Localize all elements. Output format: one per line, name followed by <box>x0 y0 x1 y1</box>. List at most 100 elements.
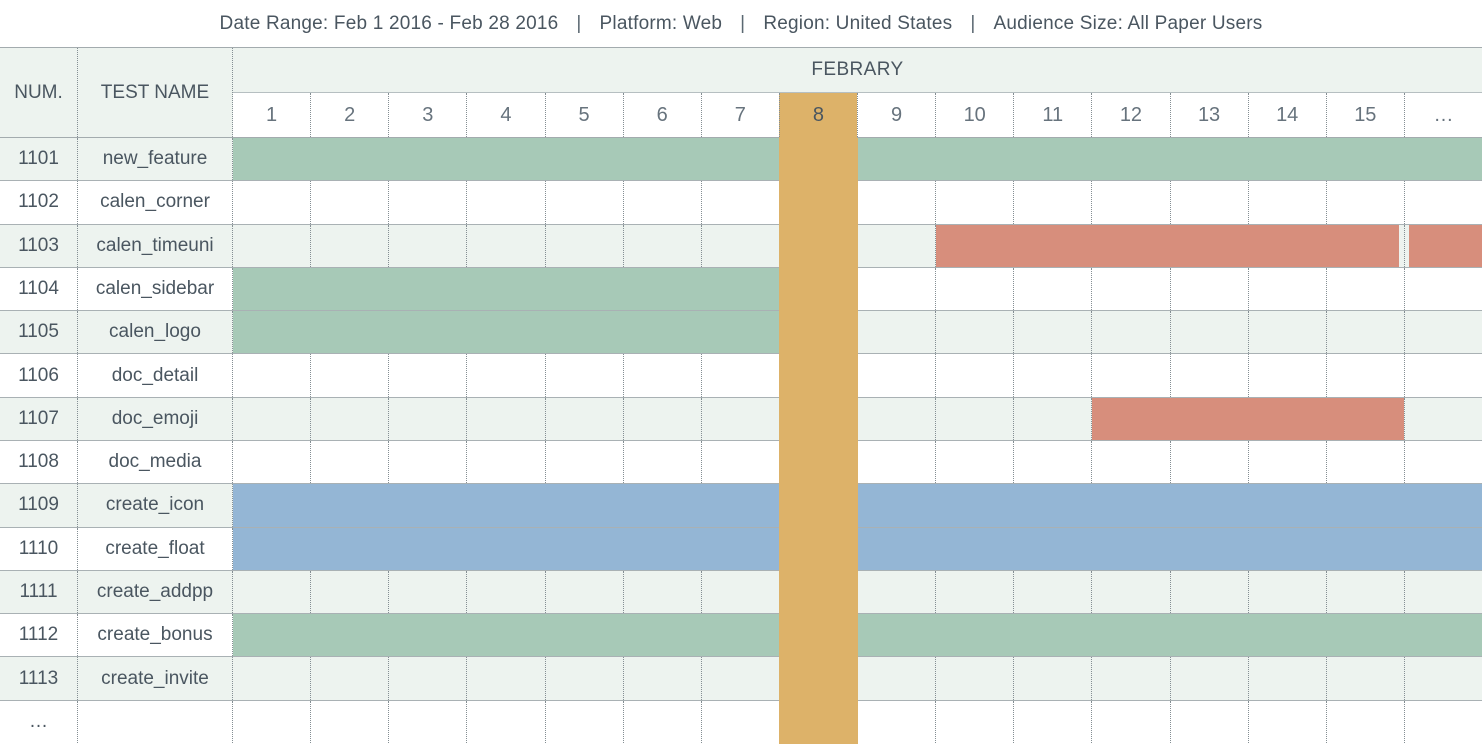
day-cell <box>1325 700 1404 743</box>
month-header: FEBRARY <box>233 48 1482 93</box>
num-column-header: NUM. <box>0 48 78 137</box>
day-area <box>233 311 1482 355</box>
day-cell <box>622 224 701 267</box>
highlighted-day-column <box>779 570 858 615</box>
day-cell <box>1403 657 1482 700</box>
table-row: 1107 doc_emoji <box>0 397 1482 441</box>
row-num: 1107 <box>0 397 78 440</box>
day-cell <box>544 181 623 224</box>
day-cell <box>388 657 466 700</box>
day-cell <box>1091 700 1169 743</box>
day-cell <box>310 700 388 743</box>
day-cell <box>544 570 623 614</box>
table-row: 1102 calen_corner <box>0 181 1482 225</box>
day-area <box>233 267 1482 312</box>
day-header-cell: 7 <box>700 93 779 137</box>
day-cell <box>1169 440 1248 484</box>
day-cell <box>778 700 857 743</box>
highlighted-day-column <box>779 484 858 528</box>
row-test-name: new_feature <box>78 138 233 181</box>
row-num: … <box>0 700 78 743</box>
day-cell <box>544 354 623 397</box>
day-cell <box>1091 570 1169 614</box>
highlighted-day-column <box>779 311 858 355</box>
day-cell <box>1013 657 1091 700</box>
day-cell <box>233 701 310 743</box>
day-cell <box>1013 267 1091 311</box>
row-num: 1105 <box>0 311 78 354</box>
row-test-name: create_invite <box>78 657 233 700</box>
day-area <box>233 138 1482 182</box>
day-cell <box>935 311 1013 354</box>
test-name-column-header: TEST NAME <box>78 48 233 137</box>
day-cell <box>466 354 544 397</box>
day-cell <box>700 181 779 224</box>
day-cell <box>857 440 935 484</box>
day-header-cell: 9 <box>857 93 935 137</box>
day-cell <box>857 181 935 224</box>
day-cell <box>466 570 544 614</box>
highlighted-day-column <box>779 224 858 268</box>
rows: 1101 new_feature 1102 calen_corner 1103 calen… <box>0 138 1482 744</box>
day-cell <box>1169 267 1248 311</box>
table-row: 1109 create_icon <box>0 484 1482 528</box>
day-cell <box>388 570 466 614</box>
row-test-name: calen_corner <box>78 181 233 224</box>
day-cell <box>778 224 857 267</box>
table-row: 1105 calen_logo <box>0 311 1482 355</box>
day-cell <box>1403 440 1482 484</box>
test-duration-bar <box>233 527 1482 570</box>
day-cell <box>466 440 544 484</box>
test-duration-bar <box>233 484 1482 527</box>
day-cell <box>233 657 310 699</box>
table-row: 1103 calen_timeuni <box>0 224 1482 268</box>
day-cell <box>1403 700 1482 743</box>
table-row: 1101 new_feature <box>0 138 1482 182</box>
info-item: Platform: Web <box>599 12 723 34</box>
table-header-right: FEBRARY 1 2 3 4 5 6 7 8 9 10 11 12 13 14 15… <box>233 48 1482 137</box>
day-cell <box>233 225 310 267</box>
highlighted-day-column <box>779 614 858 658</box>
day-cell <box>935 700 1013 743</box>
day-header-row: 1 2 3 4 5 6 7 8 9 10 11 12 13 14 15… <box>233 93 1482 137</box>
day-cell <box>1247 700 1326 743</box>
day-area <box>233 614 1482 658</box>
day-cell <box>700 397 779 440</box>
day-cell <box>544 224 623 267</box>
day-cell <box>700 570 779 614</box>
day-cell <box>935 181 1013 224</box>
day-cell <box>1403 397 1482 440</box>
day-cell <box>857 267 935 311</box>
day-cell <box>935 267 1013 311</box>
day-cell <box>310 181 388 224</box>
highlighted-day-column <box>779 657 858 701</box>
row-num: 1104 <box>0 267 78 311</box>
day-cell <box>466 700 544 743</box>
day-area <box>233 527 1482 571</box>
table-row: 1110 create_float <box>0 527 1482 571</box>
day-cell <box>935 570 1013 614</box>
day-header-cell: 6 <box>622 93 701 137</box>
day-cell <box>935 354 1013 397</box>
day-cell <box>544 397 623 440</box>
day-cell <box>1169 181 1248 224</box>
day-cell <box>1247 267 1326 311</box>
day-cell <box>1403 354 1482 397</box>
day-cell <box>1403 267 1482 311</box>
day-cell <box>1247 440 1326 484</box>
day-cell <box>388 354 466 397</box>
day-cell <box>1247 570 1326 614</box>
test-duration-bar <box>935 224 1399 267</box>
row-num: 1112 <box>0 614 78 657</box>
row-num: 1111 <box>0 570 78 614</box>
row-test-name: doc_emoji <box>78 397 233 440</box>
day-cell <box>1091 657 1169 700</box>
day-cell <box>778 354 857 397</box>
highlighted-day-column <box>779 267 858 312</box>
day-cell <box>1325 440 1404 484</box>
day-area <box>233 570 1482 615</box>
test-duration-bar <box>233 138 1482 181</box>
day-cell <box>857 397 935 440</box>
row-num: 1108 <box>0 440 78 484</box>
day-area <box>233 397 1482 441</box>
